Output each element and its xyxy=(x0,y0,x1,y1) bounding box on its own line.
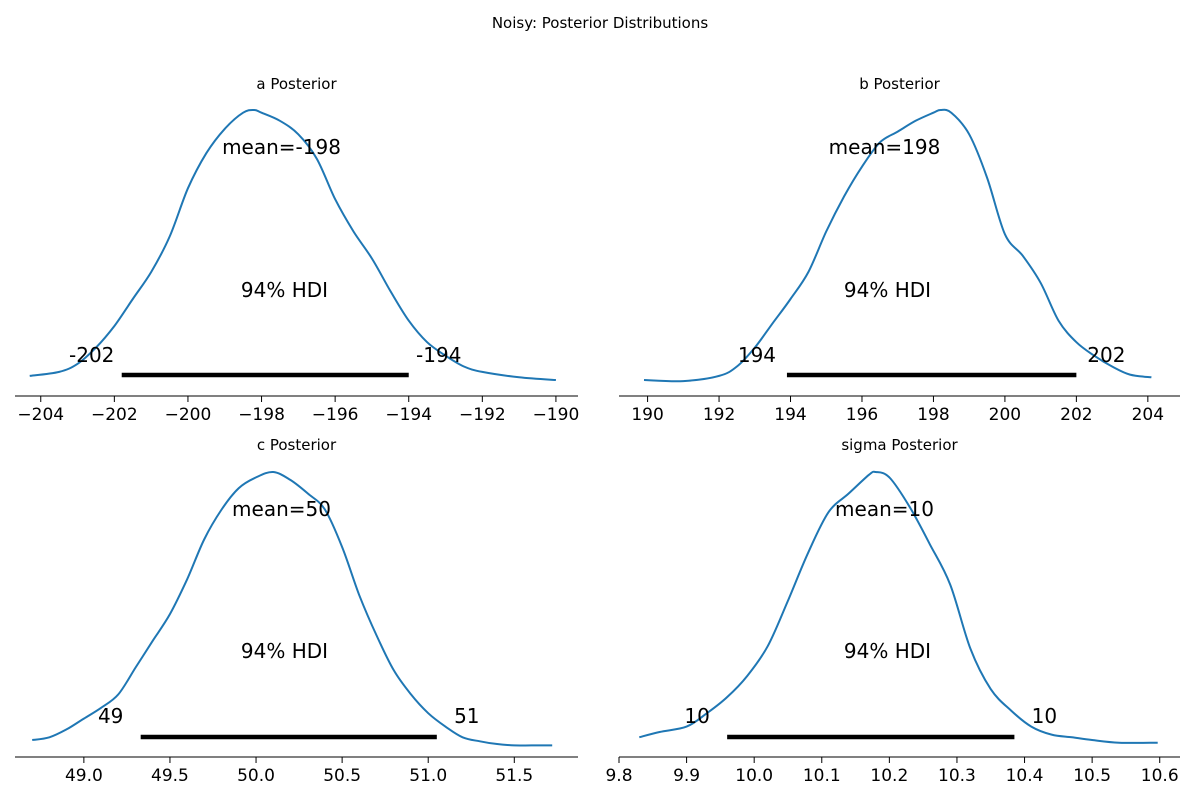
x-tick-label: −198 xyxy=(238,405,285,425)
x-tick-label: 49.5 xyxy=(151,766,189,786)
panel-title: sigma Posterior xyxy=(841,436,958,454)
x-tick-label: 196 xyxy=(846,405,878,425)
panel-title: b Posterior xyxy=(859,75,940,93)
x-tick-label: −190 xyxy=(533,405,580,425)
x-tick-label: −200 xyxy=(165,405,212,425)
x-tick-label: −204 xyxy=(17,405,64,425)
mean-label: mean=-198 xyxy=(222,135,341,159)
hdi-low-label: 49 xyxy=(98,704,123,728)
posterior-panel: c Posterior 49.0 49.5 50.0 50.5 51.0 51.5 mean=… xyxy=(15,436,578,786)
posterior-density-curve xyxy=(32,470,553,747)
x-tick-label: 9.8 xyxy=(605,766,632,786)
x-tick-label: −192 xyxy=(459,405,506,425)
hdi-label: 94% HDI xyxy=(241,278,328,302)
x-tick-label: −194 xyxy=(385,405,432,425)
x-tick-label: 10.6 xyxy=(1141,766,1179,786)
panel-title: a Posterior xyxy=(256,75,337,93)
posterior-density-curve xyxy=(639,470,1158,744)
mean-label: mean=10 xyxy=(835,497,934,521)
panel-title: c Posterior xyxy=(257,436,337,454)
posterior-density-curve xyxy=(29,108,556,381)
figure-title: Noisy: Posterior Distributions xyxy=(492,14,709,32)
x-tick-label: 51.5 xyxy=(495,766,533,786)
x-tick-label: 194 xyxy=(774,405,806,425)
hdi-low-label: -202 xyxy=(69,343,114,367)
x-tick-label: 190 xyxy=(631,405,663,425)
posterior-panel: a Posterior −204 −202 −200 −198 −196 −194 −192 −… xyxy=(15,75,579,425)
mean-label: mean=198 xyxy=(829,135,941,159)
mean-label: mean=50 xyxy=(232,497,331,521)
hdi-high-label: -194 xyxy=(416,343,461,367)
x-tick-label: 10.2 xyxy=(870,766,908,786)
posterior-panel: b Posterior 190 192 194 196 198 200 202 204 mean=… xyxy=(619,75,1180,425)
x-tick-label: 51.0 xyxy=(409,766,447,786)
x-tick-label: 10.1 xyxy=(803,766,841,786)
x-tick-label: 192 xyxy=(703,405,735,425)
hdi-high-label: 202 xyxy=(1087,343,1125,367)
x-tick-label: 49.0 xyxy=(65,766,103,786)
hdi-low-label: 10 xyxy=(684,704,709,728)
x-tick-label: 50.5 xyxy=(323,766,361,786)
panels-container: a Posterior −204 −202 −200 −198 −196 −194 −192 −… xyxy=(15,75,1180,786)
x-tick-label: −202 xyxy=(91,405,138,425)
x-tick-label: 50.0 xyxy=(237,766,275,786)
hdi-label: 94% HDI xyxy=(844,639,931,663)
hdi-label: 94% HDI xyxy=(844,278,931,302)
x-tick-label: 198 xyxy=(917,405,949,425)
hdi-low-label: 194 xyxy=(738,343,776,367)
x-tick-label: 202 xyxy=(1060,405,1092,425)
x-tick-label: 9.9 xyxy=(673,766,700,786)
x-tick-label: 10.0 xyxy=(735,766,773,786)
hdi-label: 94% HDI xyxy=(241,639,328,663)
x-tick-label: 200 xyxy=(989,405,1021,425)
posterior-panel: sigma Posterior 9.8 9.9 10.0 10.1 10.2 10.3 10.… xyxy=(605,436,1180,786)
x-tick-label: 10.5 xyxy=(1073,766,1111,786)
x-tick-label: 10.3 xyxy=(938,766,976,786)
x-tick-label: −196 xyxy=(312,405,359,425)
hdi-high-label: 51 xyxy=(454,704,479,728)
posterior-density-curve xyxy=(643,108,1152,383)
hdi-high-label: 10 xyxy=(1032,704,1057,728)
x-tick-label: 204 xyxy=(1132,405,1164,425)
x-tick-label: 10.4 xyxy=(1006,766,1044,786)
